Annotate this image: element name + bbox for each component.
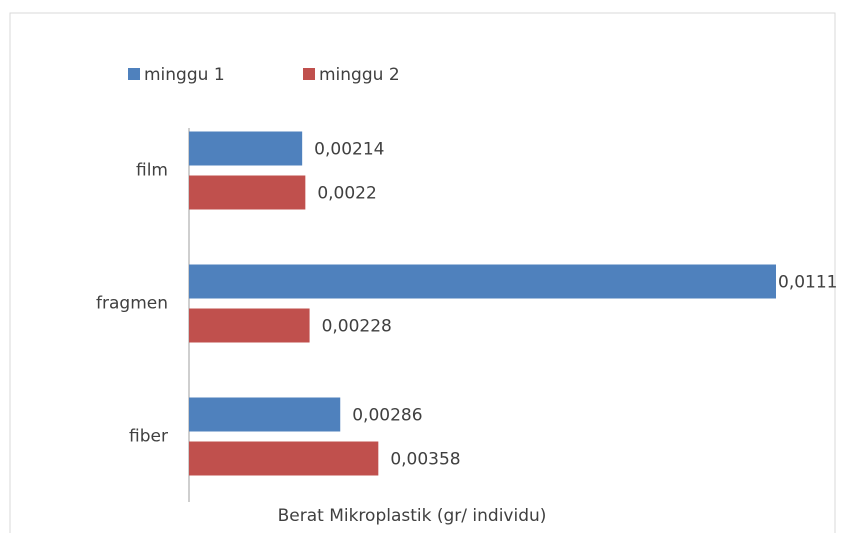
value-label: 0,00358 bbox=[390, 450, 460, 470]
bar bbox=[189, 175, 306, 210]
bar bbox=[189, 441, 379, 476]
value-label: 0,00286 bbox=[352, 406, 422, 426]
bar bbox=[189, 308, 310, 343]
legend-label: minggu 1 bbox=[144, 65, 225, 85]
bar bbox=[189, 397, 341, 432]
value-label: 0,00214 bbox=[314, 140, 384, 160]
value-label: 0,0022 bbox=[317, 184, 376, 204]
value-label: 0,0111 bbox=[778, 273, 837, 293]
y-tick-label: film bbox=[136, 161, 168, 181]
y-tick-label: fragmen bbox=[96, 294, 168, 314]
y-tick-label: fiber bbox=[129, 427, 168, 447]
bar bbox=[189, 131, 303, 166]
legend-swatch bbox=[128, 68, 140, 80]
chart-border bbox=[9, 12, 836, 533]
x-axis-label: Berat Mikroplastik (gr/ individu) bbox=[278, 506, 547, 526]
legend-swatch bbox=[303, 68, 315, 80]
bar bbox=[189, 264, 776, 299]
value-label: 0,00228 bbox=[322, 317, 392, 337]
legend-label: minggu 2 bbox=[319, 65, 400, 85]
